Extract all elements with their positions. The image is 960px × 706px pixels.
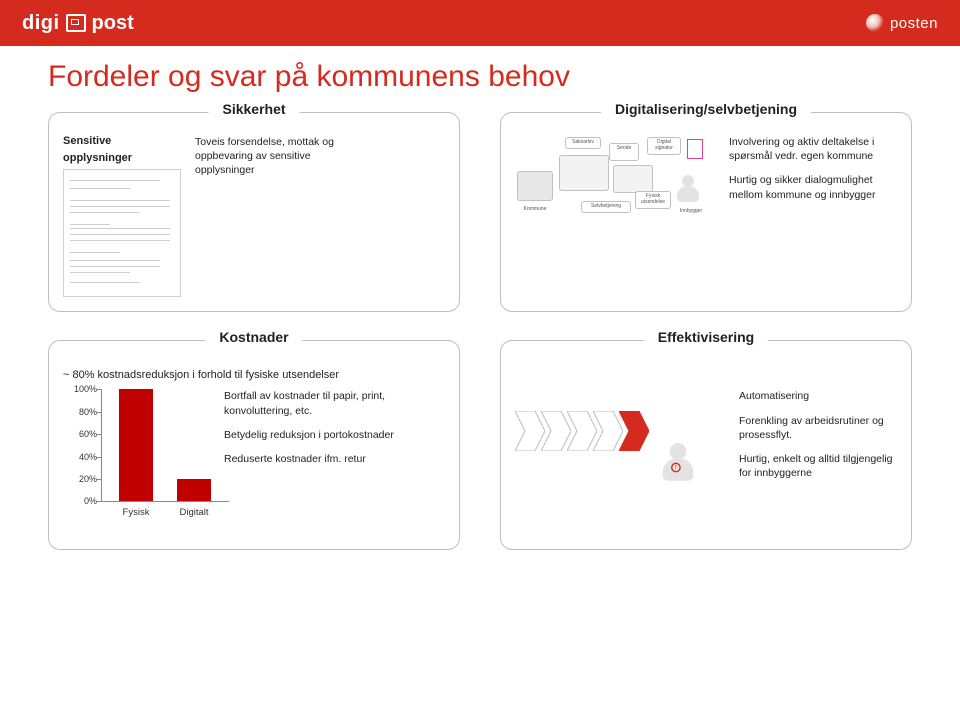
card-title-sikkerhet: Sikkerhet [208, 101, 299, 117]
ylabel-80: 80% [63, 407, 97, 417]
node-sende: Sende [609, 143, 639, 161]
node-selvbetjening: Selvbetjening [581, 201, 631, 213]
ylabel-60: 60% [63, 429, 97, 439]
card-title-digitalisering: Digitalisering/selvbetjening [601, 101, 811, 117]
bar-fysisk [119, 389, 153, 501]
posten-globe-icon [866, 14, 884, 32]
row-2: Kostnader ~ 80% kostnadsreduksjon i forh… [48, 340, 912, 550]
ylabel-100: 100% [63, 384, 97, 394]
document-thumbnail-icon [63, 169, 181, 297]
kost-bullet-2: Betydelig reduksjon i portokostnader [224, 428, 445, 442]
digitalisering-diagram: Saksarkiv Sende Digital signatur Kommune… [515, 135, 715, 255]
slide-content: Fordeler og svar på kommunens behov Sikk… [0, 46, 960, 550]
bar-digitalt [177, 479, 211, 501]
sensitive-block: Sensitive opplysninger [63, 135, 181, 297]
node-window-2 [613, 165, 653, 193]
digi-para-1: Involvering og aktiv deltakelse i spørsm… [729, 135, 897, 163]
logo-text-post: post [92, 12, 134, 35]
xlabel-fysisk: Fysisk [111, 507, 161, 518]
effektivisering-diagram: ! [515, 389, 725, 499]
effektivisering-bullets: Automatisering Forenkling av arbeidsruti… [739, 389, 897, 499]
label-innbygger: Innbygger [671, 207, 711, 217]
row-1: Sikkerhet Sensitive opplysninger [48, 112, 912, 312]
digitalisering-text: Involvering og aktiv deltakelse i spørsm… [729, 135, 897, 255]
chevron-5-icon [619, 411, 649, 451]
posten-logo: posten [866, 14, 938, 32]
xlabel-digitalt: Digitalt [169, 507, 219, 518]
kostnader-caption: ~ 80% kostnadsreduksjon i forhold til fy… [63, 369, 445, 381]
eff-bullet-2: Forenkling av arbeidsrutiner og prosessf… [739, 414, 897, 442]
ylabel-40: 40% [63, 452, 97, 462]
logo-box-icon [66, 14, 86, 32]
person-large-icon: ! [660, 443, 696, 485]
kost-bullet-3: Reduserte kostnader ifm. retur [224, 452, 445, 466]
card-title-kostnader: Kostnader [205, 329, 302, 345]
logo-text-digi: digi [22, 12, 60, 35]
cost-bar-chart: 100% 80% 60% 40% 20% 0% Fysisk Digitalt [63, 389, 212, 529]
node-kommune-building [517, 171, 553, 201]
node-fysisk: Fysisk utsendelse [635, 191, 671, 209]
ylabel-0: 0% [63, 496, 97, 506]
sensitive-label-2: opplysninger [63, 152, 181, 165]
chart-y-axis [101, 389, 102, 501]
ylabel-20: 20% [63, 474, 97, 484]
digi-para-2: Hurtig og sikker dialogmulighet mellom k… [729, 173, 897, 201]
kost-bullet-1: Bortfall av kostnader til papir, print, … [224, 389, 445, 417]
card-effektivisering: Effektivisering [500, 340, 912, 550]
label-kommune: Kommune [515, 205, 555, 215]
card-title-effektivisering: Effektivisering [644, 329, 768, 345]
person-icon [675, 175, 701, 205]
card-kostnader: Kostnader ~ 80% kostnadsreduksjon i forh… [48, 340, 460, 550]
sensitive-label-1: Sensitive [63, 135, 181, 148]
pdf-icon [687, 139, 703, 159]
sikkerhet-text: Toveis forsendelse, mottak og oppbevarin… [195, 135, 345, 297]
kostnader-bullets: Bortfall av kostnader til papir, print, … [224, 389, 445, 476]
node-digital: Digital signatur [647, 137, 681, 155]
eff-bullet-3: Hurtig, enkelt og alltid tilgjengelig fo… [739, 452, 897, 480]
chart-x-axis [101, 501, 229, 502]
posten-logo-text: posten [890, 15, 938, 32]
node-saksarkiv: Saksarkiv [565, 137, 601, 149]
card-digitalisering: Digitalisering/selvbetjening Saksarkiv S… [500, 112, 912, 312]
eff-bullet-1: Automatisering [739, 389, 897, 403]
digipost-logo: digi post [22, 12, 134, 35]
card-sikkerhet: Sikkerhet Sensitive opplysninger [48, 112, 460, 312]
page-title: Fordeler og svar på kommunens behov [48, 60, 912, 94]
node-window-1 [559, 155, 609, 191]
top-bar: digi post posten [0, 0, 960, 46]
